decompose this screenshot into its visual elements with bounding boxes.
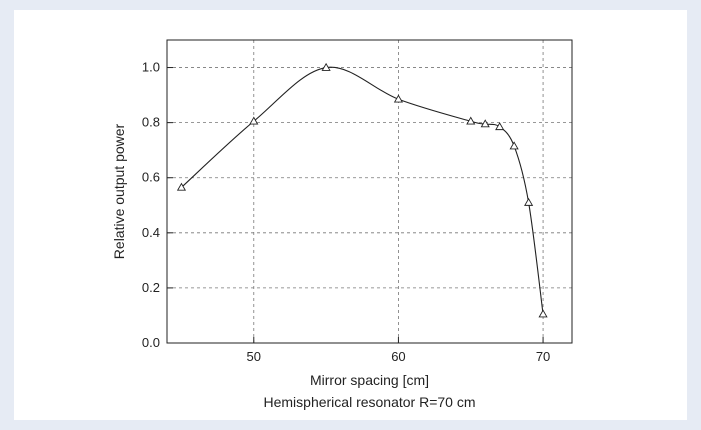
x-tick-label: 70 [536, 349, 550, 364]
y-axis-label: Relative output power [111, 123, 127, 259]
x-tick-label: 60 [391, 349, 405, 364]
line-chart: 50 60 70 0.0 0.2 0.4 0.6 0.8 1.0 Mirror spacing … [111, 39, 573, 410]
data-point-marker [176, 182, 187, 191]
y-tick-label: 0.8 [142, 115, 160, 130]
data-point-marker [393, 94, 404, 103]
y-tick-label: 1.0 [142, 60, 160, 75]
data-point-marker [480, 119, 490, 128]
data-point-marker [249, 116, 259, 125]
y-tick-label: 0.6 [142, 170, 160, 185]
data-markers [176, 62, 548, 318]
data-point-marker [466, 116, 476, 125]
y-tick-label: 0.2 [142, 280, 160, 295]
plot-frame [166, 39, 573, 344]
x-tick-label: 50 [247, 349, 261, 364]
series-line [181, 66, 544, 315]
chart-caption: Hemispherical resonator R=70 cm [263, 394, 475, 410]
axis-ticks: 50 60 70 0.0 0.2 0.4 0.6 0.8 1.0 [142, 60, 550, 364]
data-point-marker [509, 141, 519, 150]
y-tick-label: 0.4 [142, 225, 160, 240]
series-curve [181, 66, 544, 315]
data-point-marker [524, 197, 534, 206]
data-point-marker [495, 122, 505, 131]
x-axis-label: Mirror spacing [cm] [310, 372, 429, 388]
figure-card: 50 60 70 0.0 0.2 0.4 0.6 0.8 1.0 Mirror spacing … [14, 10, 687, 420]
data-point-marker [321, 62, 331, 71]
data-point-marker [538, 309, 548, 318]
y-tick-label: 0.0 [142, 335, 160, 350]
grid [167, 40, 572, 343]
